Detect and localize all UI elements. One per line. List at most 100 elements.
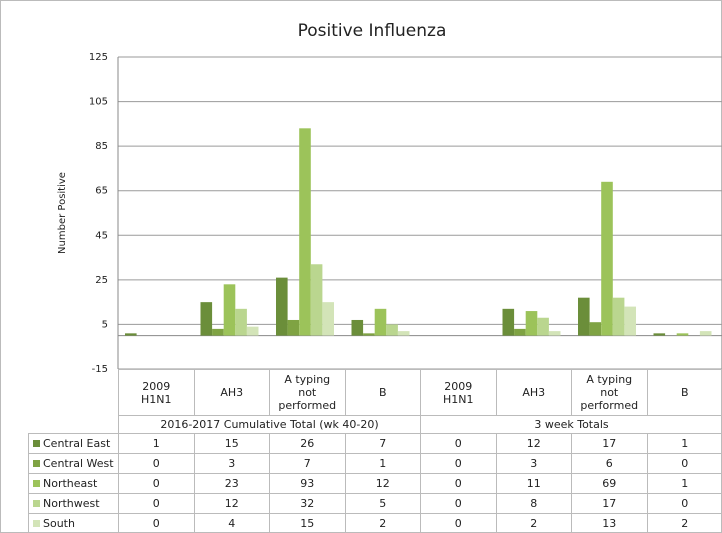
bar <box>548 331 561 336</box>
y-tick-label: 5 <box>102 319 108 330</box>
bar <box>246 326 259 336</box>
bar <box>699 331 712 336</box>
bar <box>374 308 387 336</box>
bar <box>578 297 590 336</box>
legend-label: South <box>43 517 75 530</box>
y-tick-label: -15 <box>92 364 108 375</box>
table-value: 13 <box>571 513 648 533</box>
table-value: 6 <box>571 453 648 474</box>
bar <box>653 333 666 336</box>
x-tick-label: 2009 H1N1 <box>118 369 195 416</box>
bar <box>624 306 636 336</box>
y-tick-label: 125 <box>89 52 108 63</box>
bar <box>310 264 323 336</box>
bar <box>287 319 300 336</box>
group-label: 3 week Totals <box>420 415 722 434</box>
legend-label: Central East <box>43 437 111 450</box>
table-value: 0 <box>420 453 497 474</box>
table-value: 12 <box>344 473 421 494</box>
table-value: 1 <box>646 433 722 454</box>
table-value: 0 <box>420 493 497 514</box>
table-value: 5 <box>344 493 421 514</box>
bar <box>676 333 689 336</box>
y-tick-label: 25 <box>95 275 108 286</box>
legend-item: Central East <box>28 433 119 454</box>
bar <box>397 331 410 336</box>
table-value: 0 <box>118 493 195 514</box>
chart-title: Positive Influenza <box>298 21 447 41</box>
legend-item: Central West <box>28 453 119 474</box>
table-value: 1 <box>118 433 195 454</box>
legend-item: Northwest <box>28 493 119 514</box>
bar <box>363 333 375 336</box>
bar <box>386 324 398 336</box>
table-value: 15 <box>269 513 346 533</box>
table-value: 11 <box>495 473 572 494</box>
y-tick-label: 85 <box>95 141 108 152</box>
bar <box>502 308 515 336</box>
legend-item: South <box>28 513 119 533</box>
bar <box>276 277 288 336</box>
x-tick-label: 2009 H1N1 <box>420 369 497 416</box>
table-value: 23 <box>193 473 270 494</box>
table-value: 3 <box>495 453 572 474</box>
table-value: 12 <box>193 493 270 514</box>
bar <box>322 302 334 336</box>
legend-label: Central West <box>43 457 114 470</box>
table-value: 0 <box>646 453 722 474</box>
bar <box>125 333 137 336</box>
bar <box>601 181 613 336</box>
legend-swatch <box>33 440 40 447</box>
table-value: 17 <box>571 493 648 514</box>
table-value: 4 <box>193 513 270 533</box>
table-value: 32 <box>269 493 346 514</box>
table-value: 8 <box>495 493 572 514</box>
table-value: 0 <box>118 473 195 494</box>
x-tick-label: AH3 <box>193 369 270 416</box>
bar <box>223 284 236 336</box>
y-axis-label: Number Positive <box>57 172 68 254</box>
table-value: 0 <box>420 473 497 494</box>
table-value: 0 <box>420 513 497 533</box>
table-value: 7 <box>269 453 346 474</box>
table-value: 1 <box>646 473 722 494</box>
table-value: 93 <box>269 473 346 494</box>
x-tick-label: B <box>646 369 722 416</box>
table-value: 0 <box>118 513 195 533</box>
bar <box>235 308 247 336</box>
table-value: 0 <box>118 453 195 474</box>
y-tick-label: 105 <box>89 97 108 108</box>
y-tick-label: 65 <box>95 186 108 197</box>
table-value: 12 <box>495 433 572 454</box>
table-value: 3 <box>193 453 270 474</box>
bar <box>537 317 549 336</box>
bar <box>514 328 526 336</box>
x-tick-label: AH3 <box>495 369 572 416</box>
table-value: 69 <box>571 473 648 494</box>
table-value: 26 <box>269 433 346 454</box>
table-value: 2 <box>495 513 572 533</box>
legend-swatch <box>33 500 40 507</box>
table-value: 1 <box>344 453 421 474</box>
bar <box>212 328 224 336</box>
bar <box>299 128 311 336</box>
legend-label: Northeast <box>43 477 98 490</box>
x-tick-label: A typing not performed <box>571 369 648 416</box>
legend-swatch <box>33 520 40 527</box>
table-value: 17 <box>571 433 648 454</box>
table-value: 0 <box>420 433 497 454</box>
table-value: 2 <box>344 513 421 533</box>
table-value: 7 <box>344 433 421 454</box>
bar <box>200 302 213 336</box>
bar <box>612 297 625 336</box>
bar <box>525 311 538 336</box>
x-tick-label: A typing not performed <box>269 369 346 416</box>
table-value: 0 <box>646 493 722 514</box>
group-label: 2016-2017 Cumulative Total (wk 40-20) <box>118 415 421 434</box>
legend-swatch <box>33 480 40 487</box>
table-value: 15 <box>193 433 270 454</box>
legend-item: Northeast <box>28 473 119 494</box>
bar <box>351 319 364 336</box>
